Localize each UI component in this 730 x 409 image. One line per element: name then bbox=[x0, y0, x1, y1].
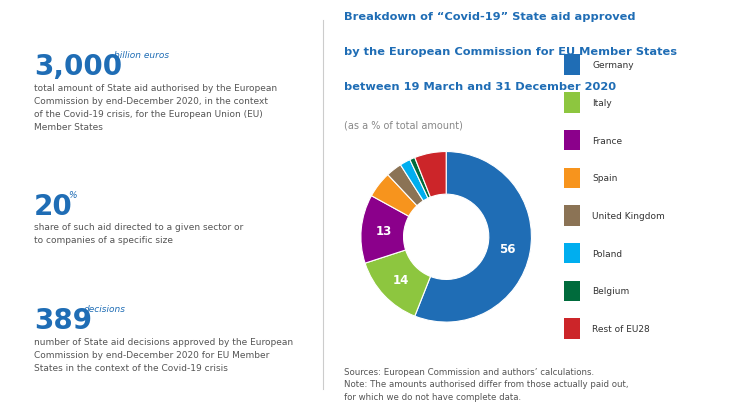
FancyBboxPatch shape bbox=[564, 281, 580, 301]
FancyBboxPatch shape bbox=[564, 130, 580, 151]
Text: Germany: Germany bbox=[592, 61, 634, 70]
Text: %: % bbox=[68, 190, 77, 199]
FancyBboxPatch shape bbox=[564, 93, 580, 113]
Text: decisions: decisions bbox=[83, 305, 126, 314]
Text: by the European Commission for EU Member States: by the European Commission for EU Member… bbox=[344, 47, 677, 57]
FancyBboxPatch shape bbox=[564, 168, 580, 189]
Text: Italy: Italy bbox=[592, 99, 612, 108]
FancyBboxPatch shape bbox=[564, 319, 580, 339]
Text: 389: 389 bbox=[34, 307, 92, 335]
Text: Belgium: Belgium bbox=[592, 287, 629, 296]
Text: United Kingdom: United Kingdom bbox=[592, 211, 665, 220]
Text: Breakdown of “Covid-19” State aid approved: Breakdown of “Covid-19” State aid approv… bbox=[344, 12, 635, 22]
Text: share of such aid directed to a given sector or
to companies of a specific size: share of such aid directed to a given se… bbox=[34, 223, 243, 245]
FancyBboxPatch shape bbox=[564, 206, 580, 226]
Text: between 19 March and 31 December 2020: between 19 March and 31 December 2020 bbox=[344, 82, 616, 92]
Text: total amount of State aid authorised by the European
Commission by end-December : total amount of State aid authorised by … bbox=[34, 84, 277, 131]
FancyBboxPatch shape bbox=[564, 243, 580, 264]
Text: Spain: Spain bbox=[592, 174, 618, 183]
Text: 3,000: 3,000 bbox=[34, 53, 122, 81]
Text: Poland: Poland bbox=[592, 249, 622, 258]
Text: Rest of EU28: Rest of EU28 bbox=[592, 324, 650, 333]
Text: 20: 20 bbox=[34, 192, 72, 220]
Text: France: France bbox=[592, 136, 622, 145]
Text: Sources: European Commission and authors’ calculations.
Note: The amounts author: Sources: European Commission and authors… bbox=[344, 367, 629, 401]
FancyBboxPatch shape bbox=[564, 55, 580, 76]
Text: billion euros: billion euros bbox=[114, 51, 169, 60]
Text: number of State aid decisions approved by the European
Commission by end-Decembe: number of State aid decisions approved b… bbox=[34, 337, 293, 372]
Text: (as a % of total amount): (as a % of total amount) bbox=[344, 121, 463, 130]
